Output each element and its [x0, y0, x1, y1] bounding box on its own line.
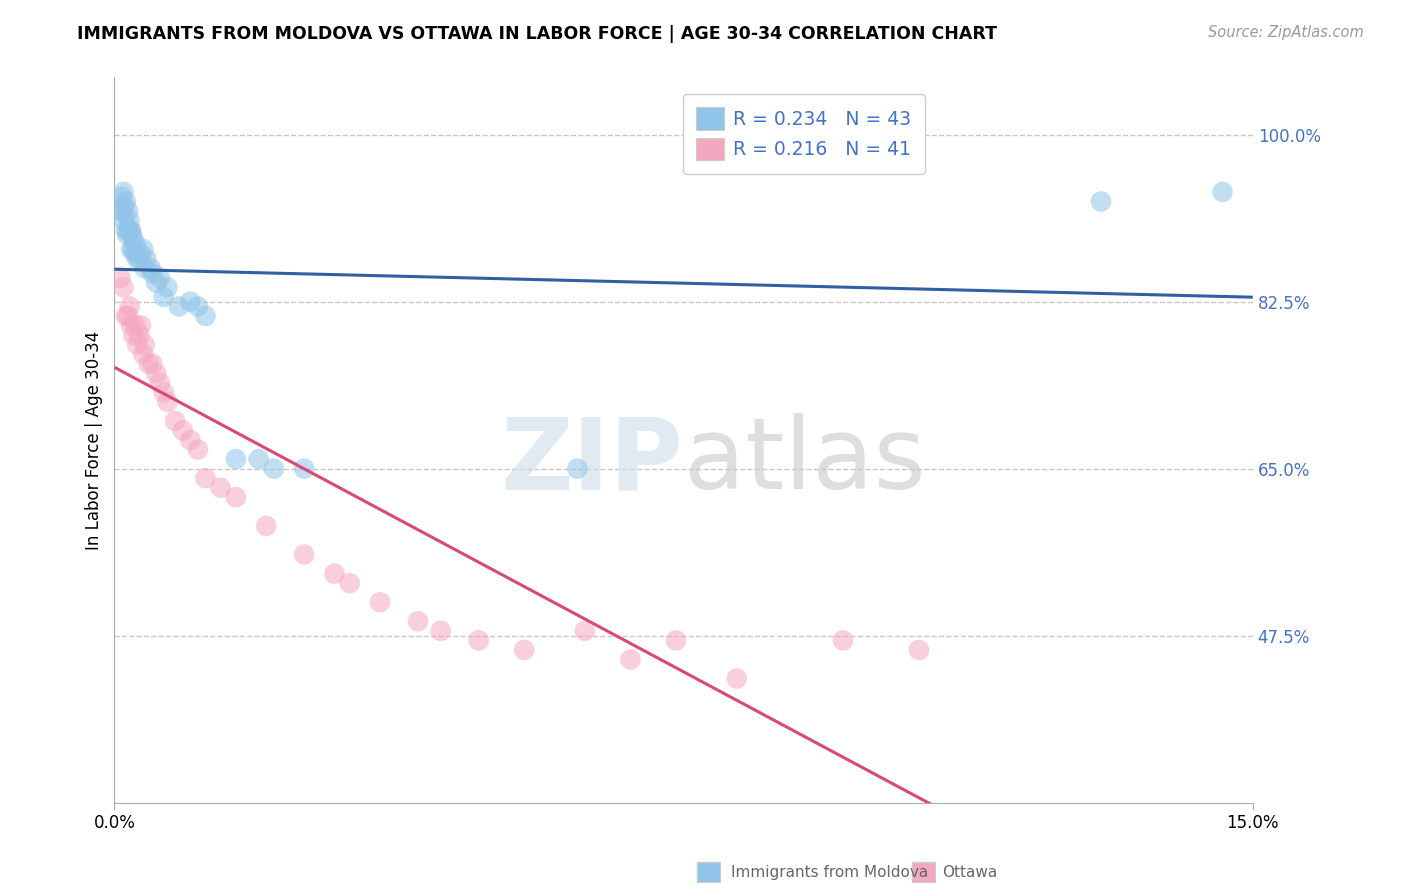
Point [141, 266, 163, 280]
Point [122, 233, 145, 247]
Point [134, 337, 156, 351]
Point [114, 309, 136, 323]
Point [129, 318, 152, 333]
Point [118, 213, 141, 227]
Point [429, 624, 451, 638]
Point [725, 672, 748, 686]
Point [167, 300, 190, 314]
Point [134, 261, 156, 276]
Point [339, 576, 361, 591]
Point [118, 223, 141, 237]
Point [110, 270, 132, 285]
Point [574, 624, 596, 638]
Point [149, 270, 172, 285]
Point [127, 252, 149, 266]
Point [112, 280, 135, 294]
Point [127, 337, 149, 351]
Point [187, 300, 209, 314]
Point [406, 615, 429, 629]
Point [118, 300, 141, 314]
Legend: R = 0.234   N = 43, R = 0.216   N = 41: R = 0.234 N = 43, R = 0.216 N = 41 [683, 94, 925, 174]
Point [1211, 185, 1233, 199]
Point [110, 204, 132, 219]
Point [122, 242, 145, 256]
Point [114, 223, 136, 237]
Point [832, 633, 855, 648]
Point [263, 461, 285, 475]
Point [152, 290, 174, 304]
Point [120, 318, 142, 333]
Point [156, 395, 179, 409]
Point [132, 347, 155, 361]
Point [138, 357, 160, 371]
Point [111, 204, 134, 219]
Point [141, 357, 163, 371]
FancyBboxPatch shape [697, 862, 720, 882]
Text: Immigrants from Moldova: Immigrants from Moldova [731, 865, 928, 880]
Text: Ottawa: Ottawa [942, 865, 997, 880]
Point [111, 190, 134, 204]
Y-axis label: In Labor Force | Age 30-34: In Labor Force | Age 30-34 [86, 330, 103, 549]
Point [117, 227, 139, 242]
Point [194, 309, 217, 323]
Point [225, 452, 247, 467]
Point [165, 414, 187, 428]
Point [129, 247, 152, 261]
Point [117, 204, 139, 219]
Point [619, 652, 641, 666]
Point [139, 261, 162, 276]
Point [194, 471, 217, 485]
Point [467, 633, 489, 648]
Point [122, 328, 145, 343]
Point [567, 461, 589, 475]
Point [172, 424, 194, 438]
Point [120, 223, 142, 237]
Point [225, 490, 247, 504]
Point [120, 242, 142, 256]
Text: IMMIGRANTS FROM MOLDOVA VS OTTAWA IN LABOR FORCE | AGE 30-34 CORRELATION CHART: IMMIGRANTS FROM MOLDOVA VS OTTAWA IN LAB… [77, 25, 997, 43]
Point [128, 252, 150, 266]
FancyBboxPatch shape [912, 862, 935, 882]
Point [114, 194, 136, 209]
Point [112, 185, 135, 199]
Point [149, 376, 172, 390]
Point [665, 633, 688, 648]
Point [254, 519, 277, 533]
Point [247, 452, 270, 467]
Point [292, 548, 315, 562]
Point [1090, 194, 1112, 209]
Point [145, 276, 167, 290]
Point [908, 643, 931, 657]
Point [117, 223, 139, 237]
Point [135, 252, 157, 266]
Point [124, 318, 146, 333]
Text: Source: ZipAtlas.com: Source: ZipAtlas.com [1208, 25, 1364, 40]
Point [292, 461, 315, 475]
Point [513, 643, 536, 657]
Point [112, 199, 135, 213]
Point [132, 242, 155, 256]
Point [112, 213, 135, 227]
Point [179, 294, 201, 309]
Point [124, 247, 146, 261]
Point [187, 442, 209, 457]
Point [128, 328, 150, 343]
Point [121, 227, 143, 242]
Point [145, 366, 167, 380]
Point [124, 237, 146, 252]
Point [209, 481, 232, 495]
Point [179, 433, 201, 447]
Text: ZIP: ZIP [501, 413, 683, 510]
Point [323, 566, 346, 581]
Point [117, 309, 139, 323]
Text: atlas: atlas [683, 413, 925, 510]
Point [368, 595, 391, 609]
Point [152, 385, 174, 400]
Point [156, 280, 179, 294]
